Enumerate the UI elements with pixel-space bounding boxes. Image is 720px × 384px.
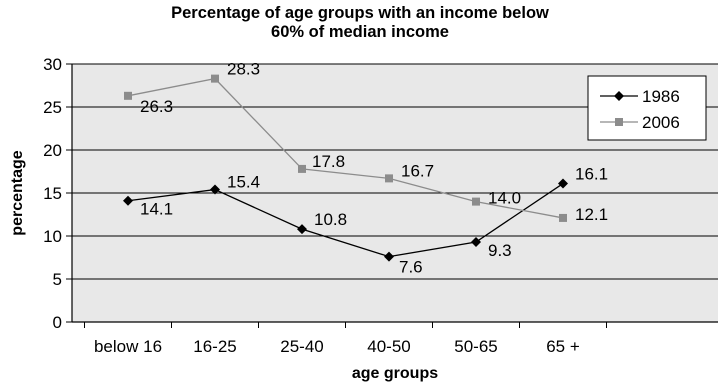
x-tick-label: 40-50 bbox=[367, 337, 410, 356]
legend: 1986 2006 bbox=[587, 75, 707, 141]
x-tick-label: below 16 bbox=[94, 337, 162, 356]
data-label: 15.4 bbox=[227, 173, 260, 192]
legend-label: 2006 bbox=[642, 113, 680, 132]
y-tick-label: 10 bbox=[43, 227, 62, 246]
y-tick-label: 0 bbox=[53, 313, 62, 332]
legend-label: 1986 bbox=[642, 87, 680, 106]
data-label: 16.1 bbox=[575, 165, 608, 184]
data-point bbox=[211, 74, 219, 83]
data-point bbox=[123, 195, 133, 206]
legend-marker bbox=[614, 91, 624, 101]
data-label: 16.7 bbox=[401, 161, 434, 180]
data-point bbox=[471, 237, 481, 248]
x-tick-label: 65 + bbox=[546, 337, 580, 356]
data-label: 7.6 bbox=[399, 258, 423, 277]
y-tick-label: 30 bbox=[43, 55, 62, 74]
series-2006: 26.3 28.3 17.8 16.7 14.0 12.1 bbox=[124, 60, 608, 224]
series-1986: 14.1 15.4 10.8 7.6 9.3 16.1 bbox=[123, 165, 608, 277]
x-axis-label: age groups bbox=[352, 365, 438, 382]
y-tick-label: 25 bbox=[43, 98, 62, 117]
chart-title: Percentage of age groups with an income … bbox=[0, 4, 720, 42]
series-layer: 14.115.410.87.69.316.126.328.317.8 16.714… bbox=[123, 60, 608, 277]
data-point bbox=[297, 224, 307, 235]
data-point bbox=[124, 91, 132, 100]
data-label: 26.3 bbox=[140, 97, 173, 116]
y-tick-label: 20 bbox=[43, 141, 62, 160]
data-point bbox=[298, 164, 306, 173]
chart-title-line-2: 60% of median income bbox=[271, 23, 449, 41]
data-point bbox=[385, 174, 393, 183]
data-label: 9.3 bbox=[488, 241, 512, 260]
data-point bbox=[210, 184, 220, 195]
chart-title-line-1: Percentage of age groups with an income … bbox=[171, 4, 549, 22]
axes: 0 5 10 15 20 25 30 below 16 16-25 25-40 40-50 50-65… bbox=[43, 55, 718, 356]
y-axis-label: percentage bbox=[9, 150, 26, 235]
x-tick-label: 25-40 bbox=[280, 337, 323, 356]
x-tick-label: 16-25 bbox=[193, 337, 236, 356]
legend-box bbox=[587, 75, 707, 141]
y-tick-label: 15 bbox=[43, 184, 62, 203]
data-point bbox=[384, 251, 394, 262]
legend-marker bbox=[615, 118, 623, 126]
data-label: 14.0 bbox=[488, 189, 521, 208]
data-point bbox=[559, 213, 567, 222]
series-line-1986 bbox=[127, 183, 564, 258]
data-point bbox=[472, 197, 480, 206]
data-point bbox=[558, 178, 568, 189]
y-tick-label: 5 bbox=[53, 270, 62, 289]
data-label: 17.8 bbox=[312, 152, 345, 171]
data-label: 14.1 bbox=[140, 200, 173, 219]
data-label: 12.1 bbox=[575, 205, 608, 224]
series-line-2006 bbox=[127, 77, 564, 219]
data-label: 10.8 bbox=[314, 210, 347, 229]
data-label: 28.3 bbox=[227, 60, 260, 79]
x-tick-label: 50-65 bbox=[454, 337, 497, 356]
